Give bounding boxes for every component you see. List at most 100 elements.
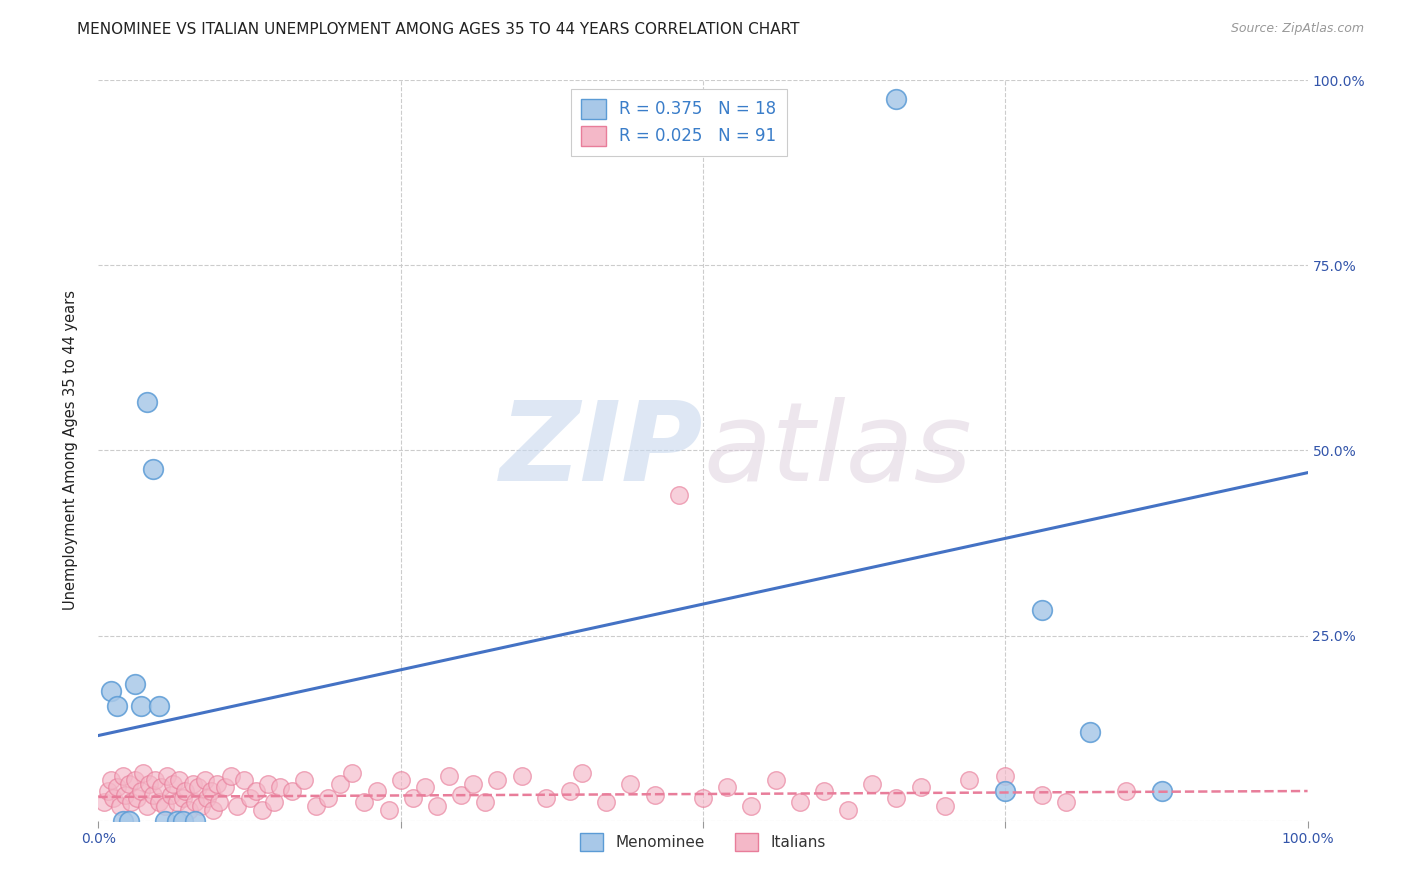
Point (250, 803, 273, 817)
Point (93, 795, 115, 809)
Point (644, 788, 666, 802)
Point (124, 772, 146, 787)
Point (108, 798, 131, 813)
Point (232, 772, 254, 787)
Point (910, 780, 932, 795)
Point (174, 784, 197, 798)
Point (402, 791, 425, 805)
Point (957, 772, 980, 787)
Point (129, 698, 152, 713)
Point (994, 769, 1017, 783)
Text: ZIP: ZIP (499, 397, 703, 504)
Point (692, 791, 714, 805)
Point (329, 776, 352, 791)
Point (111, 814, 134, 828)
Point (148, 795, 170, 809)
Point (118, 814, 141, 828)
Point (111, 769, 134, 783)
Point (97, 784, 120, 798)
Point (200, 784, 222, 798)
Point (195, 791, 218, 805)
Point (184, 814, 207, 828)
Point (437, 769, 460, 783)
Point (534, 791, 557, 805)
Point (142, 462, 165, 476)
Point (101, 791, 124, 805)
Point (510, 769, 533, 783)
Point (1115, 784, 1137, 798)
Point (366, 784, 388, 798)
Point (153, 814, 176, 828)
Point (202, 803, 225, 817)
Point (181, 776, 204, 791)
Point (389, 772, 412, 787)
Point (148, 698, 170, 713)
Point (668, 488, 690, 502)
Point (166, 795, 188, 809)
Point (245, 784, 267, 798)
Point (256, 776, 278, 791)
Point (426, 798, 449, 813)
Point (292, 772, 315, 787)
Point (194, 772, 217, 787)
Point (114, 788, 136, 802)
Point (190, 798, 212, 813)
Point (1031, 788, 1053, 802)
Point (184, 795, 207, 809)
Point (789, 795, 811, 809)
Point (187, 780, 209, 795)
Point (172, 791, 194, 805)
Point (474, 795, 496, 809)
Point (105, 698, 128, 713)
Point (342, 765, 364, 780)
Point (127, 791, 149, 805)
Point (837, 803, 859, 817)
Legend: Menominee, Italians: Menominee, Italians (574, 827, 832, 857)
Point (100, 772, 122, 787)
Point (105, 780, 128, 795)
Point (463, 776, 485, 791)
Point (226, 798, 249, 813)
Point (377, 803, 399, 817)
Point (486, 772, 509, 787)
Point (281, 784, 304, 798)
Point (179, 803, 201, 817)
Point (305, 798, 328, 813)
Point (138, 776, 160, 791)
Point (269, 780, 291, 795)
Text: MENOMINEE VS ITALIAN UNEMPLOYMENT AMONG AGES 35 TO 44 YEARS CORRELATION CHART: MENOMINEE VS ITALIAN UNEMPLOYMENT AMONG … (77, 22, 800, 37)
Point (813, 784, 835, 798)
Point (143, 772, 166, 787)
Point (129, 784, 152, 798)
Text: Source: ZipAtlas.com: Source: ZipAtlas.com (1230, 22, 1364, 36)
Point (571, 765, 593, 780)
Point (765, 772, 787, 787)
Point (558, 784, 581, 798)
Point (156, 769, 179, 783)
Point (595, 795, 617, 809)
Point (450, 788, 472, 802)
Point (1054, 795, 1077, 809)
Point (160, 788, 183, 802)
Point (860, 776, 883, 791)
Point (205, 776, 228, 791)
Point (934, 798, 956, 813)
Point (120, 795, 142, 809)
Y-axis label: Unemployment Among Ages 35 to 44 years: Unemployment Among Ages 35 to 44 years (63, 291, 77, 610)
Point (153, 798, 176, 813)
Point (716, 780, 738, 795)
Point (118, 776, 141, 791)
Point (214, 780, 236, 795)
Point (132, 765, 155, 780)
Point (1152, 784, 1174, 798)
Point (169, 772, 191, 787)
Point (740, 798, 762, 813)
Point (221, 769, 243, 783)
Point (353, 795, 375, 809)
Point (142, 788, 165, 802)
Point (150, 780, 173, 795)
Point (172, 814, 194, 828)
Point (1078, 724, 1101, 739)
Point (239, 791, 262, 805)
Point (100, 684, 122, 698)
